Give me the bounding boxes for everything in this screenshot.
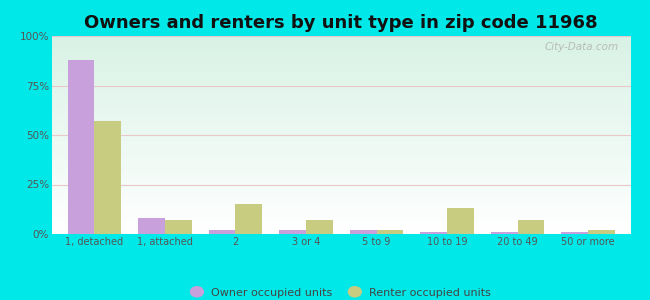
Bar: [235, 204, 262, 234]
Bar: [421, 232, 447, 234]
Bar: [350, 230, 376, 234]
Legend: Owner occupied units, Renter occupied units: Owner occupied units, Renter occupied un…: [187, 283, 495, 300]
Bar: [376, 230, 404, 234]
Bar: [138, 218, 165, 234]
Bar: [279, 230, 306, 234]
Bar: [68, 60, 94, 234]
Bar: [306, 220, 333, 234]
Bar: [517, 220, 545, 234]
Bar: [209, 230, 235, 234]
Bar: [588, 230, 615, 234]
Bar: [447, 208, 474, 234]
Bar: [562, 232, 588, 234]
Bar: [491, 232, 517, 234]
Title: Owners and renters by unit type in zip code 11968: Owners and renters by unit type in zip c…: [84, 14, 598, 32]
Text: City-Data.com: City-Data.com: [545, 42, 619, 52]
Bar: [94, 121, 121, 234]
Bar: [165, 220, 192, 234]
